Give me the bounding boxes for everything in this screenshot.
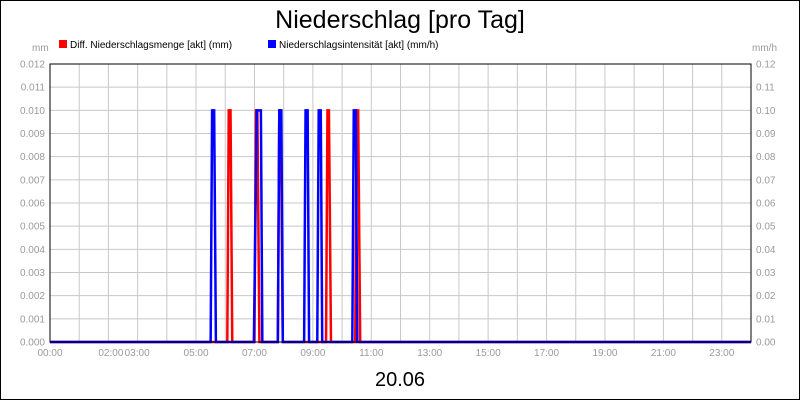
y-left-tick-label: 0.002 (20, 291, 45, 302)
y-left-tick-label: 0.001 (20, 314, 45, 325)
y-right-tick-label: 0.12 (756, 60, 776, 71)
y-left-tick-label: 0.010 (20, 106, 45, 117)
y-axis-right: 0.00 0.01 0.02 0.03 0.04 0.05 0.06 0.07 0.08 0.09… (756, 60, 776, 349)
x-tick-label: 03:00 (125, 348, 150, 359)
y-left-tick-label: 0.003 (20, 268, 45, 279)
y-left-tick-label: 0.005 (20, 222, 45, 233)
y-left-tick-label: 0.006 (20, 199, 45, 210)
y-right-tick-label: 0.00 (756, 338, 776, 349)
x-tick-label: 15:00 (476, 348, 501, 359)
legend-label-blue: Niederschlagsintensität [akt] (mm/h) (279, 40, 439, 51)
y-right-tick-label: 0.04 (756, 245, 776, 256)
y-right-tick-label: 0.08 (756, 152, 776, 163)
y-left-tick-label: 0.011 (21, 83, 46, 94)
x-tick-label: 07:00 (242, 348, 267, 359)
y-right-tick-label: 0.11 (756, 83, 775, 94)
y-left-tick-label: 0.012 (20, 60, 45, 71)
x-tick-label: 17:00 (534, 348, 559, 359)
x-tick-label: 23:00 (709, 348, 734, 359)
x-axis: 00:00 02:00 03:00 05:00 07:00 09:00 11:00 13:00… (37, 348, 734, 359)
y-left-tick-label: 0.008 (20, 152, 45, 163)
plot-border (49, 63, 752, 343)
y-right-tick-label: 0.07 (756, 175, 776, 186)
y-right-tick-label: 0.03 (756, 268, 776, 279)
y-left-tick-label: 0.007 (20, 175, 45, 186)
y-left-tick-label: 0.009 (20, 129, 45, 140)
y-right-tick-label: 0.02 (756, 291, 776, 302)
legend: Diff. Niederschlagsmenge [akt] (mm) Nied… (59, 40, 439, 51)
y-right-tick-label: 0.09 (756, 129, 776, 140)
x-tick-label: 02:00 (98, 348, 123, 359)
date-label: 20.06 (375, 369, 425, 391)
x-tick-label: 05:00 (184, 348, 209, 359)
left-axis-unit: mm (32, 43, 49, 54)
x-tick-label: 13:00 (417, 348, 442, 359)
y-right-tick-label: 0.10 (756, 106, 776, 117)
y-right-tick-label: 0.01 (756, 314, 776, 325)
x-tick-label: 09:00 (300, 348, 325, 359)
legend-label-red: Diff. Niederschlagsmenge [akt] (mm) (70, 40, 232, 51)
chart-title: Niederschlag [pro Tag] (275, 6, 525, 34)
x-tick-label: 21:00 (651, 348, 676, 359)
y-right-tick-label: 0.05 (756, 222, 776, 233)
x-tick-label: 19:00 (592, 348, 617, 359)
right-axis-unit: mm/h (752, 43, 777, 54)
legend-swatch-blue (268, 40, 276, 48)
x-tick-label: 00:00 (37, 348, 62, 359)
x-tick-label: 11:00 (359, 348, 384, 359)
grid (49, 63, 752, 343)
y-left-tick-label: 0.000 (20, 338, 45, 349)
legend-swatch-red (59, 40, 67, 48)
y-axis-left: 0.000 0.001 0.002 0.003 0.004 0.005 0.006 0.007… (20, 60, 45, 349)
y-left-tick-label: 0.004 (20, 245, 45, 256)
y-right-tick-label: 0.06 (756, 199, 776, 210)
